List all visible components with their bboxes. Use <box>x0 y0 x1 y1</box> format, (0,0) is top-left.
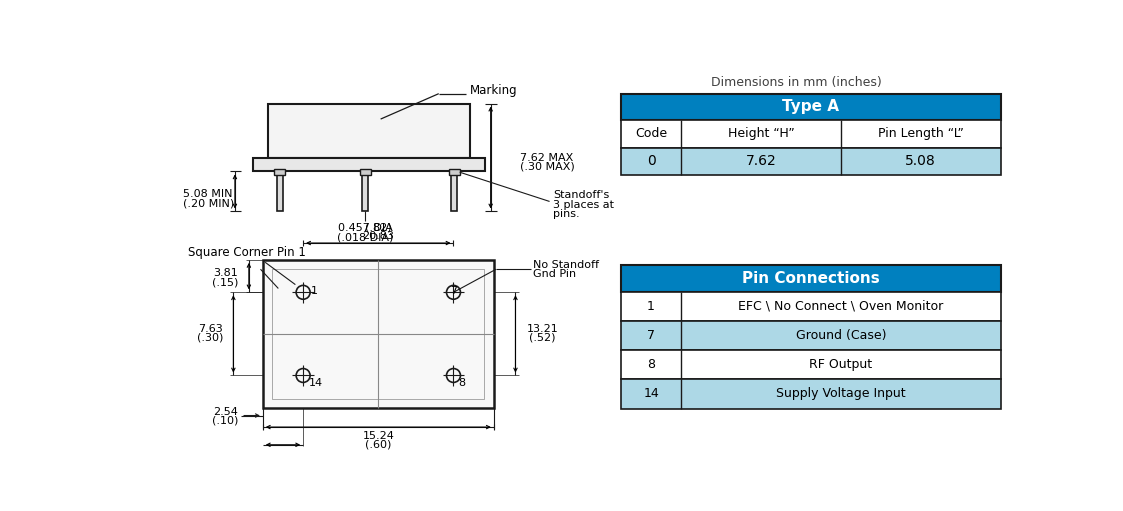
Text: Code: Code <box>634 127 667 140</box>
Text: Pin Length “L”: Pin Length “L” <box>878 127 964 140</box>
Text: (.60): (.60) <box>365 440 392 450</box>
Bar <box>621 148 1001 175</box>
Text: Gnd Pin: Gnd Pin <box>532 269 576 279</box>
Bar <box>621 120 1001 148</box>
Text: Dimensions in mm (inches): Dimensions in mm (inches) <box>711 76 882 89</box>
Text: 8: 8 <box>647 358 655 371</box>
Text: 7.62: 7.62 <box>746 154 776 169</box>
Text: 1: 1 <box>311 286 318 296</box>
Text: 0: 0 <box>647 154 656 169</box>
Text: 2.54: 2.54 <box>213 407 238 416</box>
Text: 7: 7 <box>450 286 457 296</box>
Text: 3.81: 3.81 <box>213 268 238 278</box>
Bar <box>359 169 371 175</box>
Text: 7: 7 <box>647 329 655 342</box>
Bar <box>621 350 1001 379</box>
Text: (.15): (.15) <box>212 277 239 287</box>
Text: EFC \ No Connect \ Oven Monitor: EFC \ No Connect \ Oven Monitor <box>738 299 943 313</box>
Text: 15.24: 15.24 <box>363 431 394 442</box>
Text: Marking: Marking <box>469 84 518 97</box>
Text: 5.08: 5.08 <box>905 154 937 169</box>
Text: Ground (Case): Ground (Case) <box>796 329 886 342</box>
Text: Standoff's: Standoff's <box>554 190 610 200</box>
Text: 5.08 MIN: 5.08 MIN <box>183 189 232 199</box>
Text: No Standoff: No Standoff <box>532 260 599 270</box>
Text: 14: 14 <box>309 378 323 388</box>
Bar <box>621 292 1001 321</box>
Bar <box>276 171 283 212</box>
Text: 14: 14 <box>643 387 659 401</box>
Bar <box>451 171 457 212</box>
Text: pins.: pins. <box>554 209 581 219</box>
Bar <box>621 265 1001 292</box>
Text: (.82): (.82) <box>365 223 392 233</box>
Text: (.30): (.30) <box>197 333 223 343</box>
Bar <box>268 104 469 157</box>
Bar <box>621 321 1001 350</box>
Text: 7.63: 7.63 <box>198 323 222 334</box>
Text: 3 places at: 3 places at <box>554 199 614 210</box>
Bar <box>449 169 459 175</box>
Bar <box>272 269 484 399</box>
Bar <box>362 171 368 212</box>
Text: 13.21: 13.21 <box>527 323 558 334</box>
Text: (.018 DIA): (.018 DIA) <box>337 233 393 243</box>
Bar <box>253 157 485 171</box>
Text: (.30 MAX): (.30 MAX) <box>520 162 575 172</box>
Bar <box>274 169 285 175</box>
Text: Pin Connections: Pin Connections <box>742 271 879 286</box>
Text: Type A: Type A <box>783 99 839 114</box>
Bar <box>621 94 1001 120</box>
Text: (.20 MIN): (.20 MIN) <box>183 198 235 208</box>
Text: Square Corner Pin 1: Square Corner Pin 1 <box>189 246 307 259</box>
Bar <box>263 260 494 408</box>
Text: RF Output: RF Output <box>810 358 873 371</box>
Bar <box>621 379 1001 409</box>
Text: (.52): (.52) <box>529 333 556 343</box>
Text: 0.457 DIA: 0.457 DIA <box>338 223 393 234</box>
Text: 8: 8 <box>458 378 465 388</box>
Text: 7.62 MAX: 7.62 MAX <box>520 153 574 162</box>
Text: Supply Voltage Input: Supply Voltage Input <box>776 387 906 401</box>
Text: 1: 1 <box>647 299 655 313</box>
Text: 20.83: 20.83 <box>363 231 394 241</box>
Text: (.10): (.10) <box>212 416 239 426</box>
Text: Height “H”: Height “H” <box>728 127 795 140</box>
